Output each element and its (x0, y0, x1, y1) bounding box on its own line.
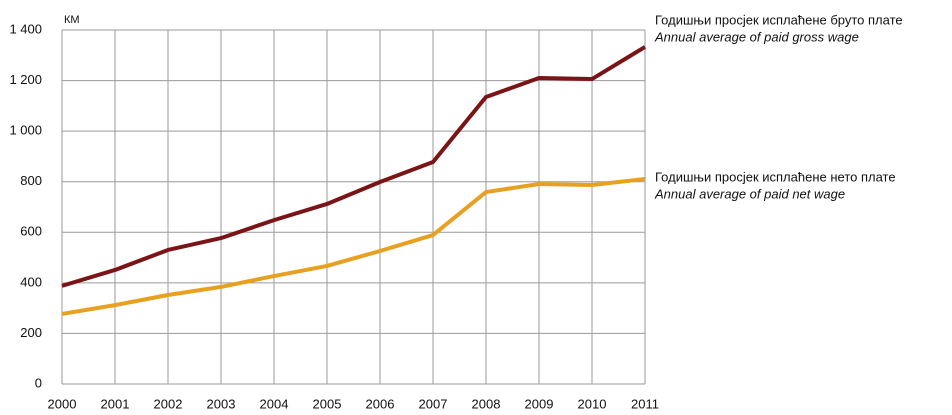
y-tick-label: 200 (20, 325, 42, 340)
x-tick-label: 2006 (366, 396, 395, 411)
legend-label: Годишњи просјек исплаћене бруто плате (655, 12, 903, 27)
x-tick-label: 2009 (525, 396, 554, 411)
y-tick-label: 0 (35, 375, 42, 390)
series-line (61, 45, 647, 288)
x-tick-label: 2007 (419, 396, 448, 411)
y-tick-label: 600 (20, 224, 42, 239)
x-tick-label: 2010 (578, 396, 607, 411)
y-tick-label: 1 400 (9, 21, 42, 36)
series-line (61, 176, 646, 316)
unit-label: КМ (64, 14, 80, 26)
x-tick-label: 2008 (472, 396, 501, 411)
x-tick-label: 2002 (154, 396, 183, 411)
x-tick-label: 2004 (260, 396, 289, 411)
x-tick-label: 2001 (101, 396, 130, 411)
x-tick-label: 2005 (313, 396, 342, 411)
legend-label: Годишњи просјек исплаћене нето плате (655, 169, 896, 184)
y-tick-label: 1 200 (9, 72, 42, 87)
x-tick-label: 2011 (631, 396, 659, 411)
legend-translation: Annual average of paid net wage (654, 186, 845, 201)
x-tick-label: 2000 (48, 396, 77, 411)
x-tick-label: 2003 (207, 396, 236, 411)
y-tick-label: 800 (20, 173, 42, 188)
y-tick-label: 1 000 (9, 123, 42, 138)
legend-translation: Annual average of paid gross wage (654, 29, 859, 44)
y-tick-label: 400 (20, 274, 42, 289)
